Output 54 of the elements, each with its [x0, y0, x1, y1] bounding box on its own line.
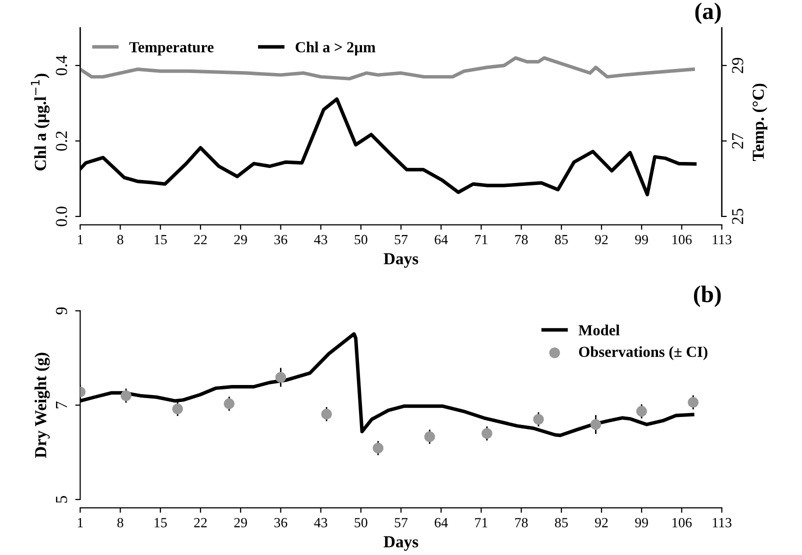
y-tick-label: 0.0 — [56, 206, 68, 226]
x-tick-label: 64 — [434, 234, 448, 244]
x-tick-label: 22 — [194, 234, 207, 244]
y-tick-label: 9 — [56, 307, 68, 314]
legend-label: Observations (± CI) — [579, 346, 708, 360]
y2-tick-label: 25 — [732, 208, 744, 224]
x-tick-label: 106 — [672, 234, 692, 244]
x-tick-label: 71 — [475, 234, 488, 244]
x-axis-title: Days — [384, 536, 418, 551]
legend-label: Chl a > 2µm — [296, 42, 376, 56]
x-tick-label: 85 — [554, 234, 568, 244]
legend-label: Model — [578, 324, 620, 336]
text: (b) — [694, 286, 721, 308]
y-tick-label: 7 — [56, 401, 67, 408]
x-tick-label: 1 — [78, 518, 83, 528]
x-axis-title: Days — [384, 253, 418, 268]
y-axis-title: Chl a (µg.l$^{−1}$) — [30, 74, 50, 170]
x-tick-label: 92 — [595, 518, 608, 528]
x-tick-label: 15 — [154, 234, 167, 244]
text: (a) — [695, 2, 721, 24]
x-tick-label: 8 — [117, 518, 124, 528]
x-tick-label: 15 — [154, 518, 167, 528]
x-tick-label: 99 — [635, 518, 648, 528]
x-tick-label: 43 — [314, 234, 328, 244]
x-tick-label: 8 — [117, 234, 124, 244]
y-axis-title: Dry Weight (g) — [34, 352, 50, 458]
x-tick-label: 36 — [274, 518, 288, 528]
x-tick-label: 99 — [635, 234, 648, 244]
y2-tick-label: 27 — [732, 133, 744, 149]
x-tick-label: 113 — [712, 234, 732, 244]
x-tick-label: 36 — [274, 234, 288, 244]
y-tick-label: 0.4 — [56, 55, 68, 76]
x-tick-label: 50 — [354, 234, 368, 244]
x-tick-label: 85 — [554, 518, 568, 528]
x-tick-label: 1 — [78, 234, 83, 244]
x-tick-label: 57 — [394, 518, 408, 528]
x-tick-label: 106 — [672, 518, 692, 528]
x-tick-label: 43 — [314, 518, 328, 528]
x-tick-label: 92 — [595, 234, 608, 244]
x-tick-label: 29 — [234, 518, 247, 528]
x-tick-label: 113 — [712, 518, 732, 528]
x-tick-label: 78 — [515, 234, 528, 244]
x-tick-label: 29 — [234, 234, 247, 244]
x-tick-label: 50 — [354, 518, 368, 528]
x-tick-label: 57 — [394, 235, 408, 244]
legend-label: Temperature — [129, 42, 214, 56]
x-tick-label: 71 — [475, 518, 488, 528]
y2-tick-label: 29 — [732, 58, 744, 74]
x-tick-label: 78 — [515, 518, 528, 528]
y-tick-label: 5 — [56, 496, 68, 503]
y-tick-label: 0.2 — [56, 131, 68, 151]
x-tick-label: 64 — [434, 518, 448, 528]
x-tick-label: 22 — [194, 518, 207, 528]
y2-axis-title: Temp. (°C) — [752, 84, 768, 161]
